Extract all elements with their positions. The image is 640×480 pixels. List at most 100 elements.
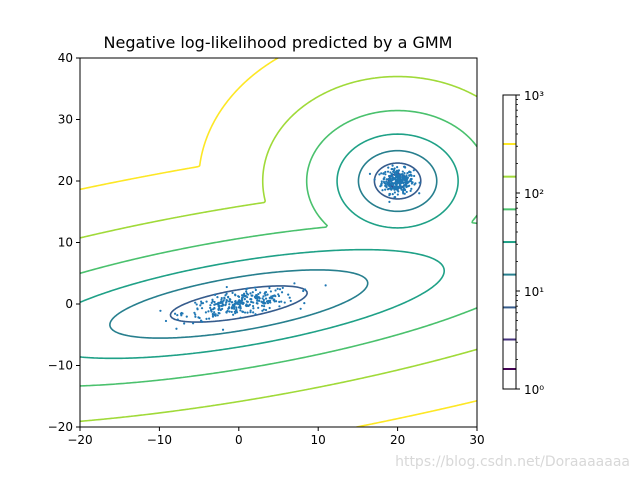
data-point bbox=[198, 316, 201, 320]
data-point bbox=[214, 313, 217, 316]
data-point bbox=[404, 180, 407, 184]
data-point bbox=[210, 301, 213, 304]
data-point bbox=[225, 299, 228, 302]
data-point bbox=[194, 315, 197, 318]
data-point bbox=[278, 300, 281, 303]
data-point bbox=[233, 305, 236, 308]
y-tick-label: −10 bbox=[48, 359, 73, 373]
data-point bbox=[393, 191, 396, 194]
watermark-text: https://blog.csdn.net/Doraaaaaaa bbox=[395, 454, 630, 470]
data-point bbox=[401, 170, 404, 173]
contour-level-5 bbox=[80, 109, 477, 387]
x-axis: −20 −10 0 10 20 30 bbox=[67, 427, 485, 447]
data-point bbox=[254, 295, 257, 298]
data-point bbox=[386, 183, 389, 186]
data-point bbox=[418, 181, 421, 184]
data-point bbox=[382, 172, 385, 175]
data-point bbox=[299, 307, 302, 310]
data-point bbox=[228, 306, 231, 309]
contour-level-7 bbox=[80, 58, 477, 427]
data-point bbox=[390, 172, 394, 176]
data-point bbox=[220, 296, 223, 300]
data-point bbox=[384, 182, 387, 185]
data-point bbox=[380, 180, 383, 183]
data-point bbox=[214, 303, 217, 306]
data-point bbox=[396, 166, 399, 169]
data-point bbox=[288, 296, 291, 299]
data-point bbox=[274, 289, 277, 292]
data-point bbox=[391, 178, 394, 182]
data-point bbox=[395, 178, 398, 182]
y-tick-label: 20 bbox=[58, 174, 73, 188]
data-point bbox=[209, 306, 212, 309]
chart-title: Negative log-likelihood predicted by a G… bbox=[104, 33, 453, 52]
data-point bbox=[250, 300, 253, 304]
plot-area: −20 −10 0 10 20 30 −20 −10 0 10 20 30 40 bbox=[48, 51, 485, 447]
data-point bbox=[261, 297, 264, 300]
data-point bbox=[252, 301, 255, 304]
data-point bbox=[256, 299, 259, 302]
data-point bbox=[382, 177, 385, 180]
data-point bbox=[208, 317, 211, 320]
x-tick-label: 10 bbox=[311, 433, 326, 447]
data-point bbox=[273, 298, 276, 301]
data-point bbox=[398, 182, 401, 185]
x-tick-label: −20 bbox=[67, 433, 92, 447]
data-point bbox=[413, 174, 416, 178]
data-point bbox=[418, 192, 421, 195]
data-point bbox=[213, 311, 216, 314]
data-point bbox=[259, 291, 262, 294]
data-point bbox=[403, 172, 406, 175]
data-point bbox=[249, 298, 252, 301]
data-point bbox=[405, 175, 408, 178]
data-point bbox=[389, 185, 392, 188]
data-point bbox=[275, 300, 278, 303]
data-point bbox=[209, 304, 212, 307]
data-point bbox=[397, 187, 400, 190]
data-point bbox=[268, 306, 271, 310]
data-point bbox=[257, 293, 260, 296]
x-tick-label: −10 bbox=[147, 433, 172, 447]
data-point bbox=[387, 187, 390, 190]
data-point bbox=[237, 306, 241, 309]
y-tick-label: 10 bbox=[58, 236, 73, 250]
data-point bbox=[398, 185, 402, 189]
data-point bbox=[385, 178, 388, 181]
data-point bbox=[378, 173, 381, 176]
contour-level-4 bbox=[80, 133, 459, 360]
data-point bbox=[230, 306, 233, 310]
data-point bbox=[265, 300, 269, 303]
data-point bbox=[175, 327, 178, 330]
data-point bbox=[401, 173, 404, 176]
data-point bbox=[414, 182, 417, 185]
data-point bbox=[283, 301, 286, 304]
data-point bbox=[257, 306, 260, 309]
data-point bbox=[277, 293, 280, 296]
data-point bbox=[219, 300, 223, 303]
data-point bbox=[245, 300, 248, 303]
data-point bbox=[231, 291, 234, 294]
data-point bbox=[234, 293, 237, 296]
data-point bbox=[211, 300, 214, 303]
data-point bbox=[393, 188, 396, 191]
data-point bbox=[403, 192, 406, 195]
y-tick-label: 40 bbox=[58, 51, 73, 65]
data-point bbox=[390, 175, 393, 178]
data-point bbox=[185, 315, 188, 318]
data-point bbox=[390, 182, 393, 185]
data-point bbox=[392, 169, 396, 172]
data-point bbox=[237, 295, 240, 298]
data-point bbox=[252, 307, 255, 310]
data-point bbox=[176, 314, 179, 317]
data-point bbox=[410, 182, 413, 185]
data-point bbox=[218, 312, 221, 315]
data-point bbox=[217, 302, 220, 305]
y-tick-label: 0 bbox=[65, 297, 73, 311]
data-point bbox=[246, 296, 249, 299]
data-point bbox=[397, 171, 400, 174]
data-point bbox=[221, 302, 224, 305]
data-point bbox=[264, 308, 268, 312]
data-point bbox=[303, 288, 307, 291]
data-point bbox=[180, 311, 183, 315]
data-point bbox=[392, 185, 395, 189]
